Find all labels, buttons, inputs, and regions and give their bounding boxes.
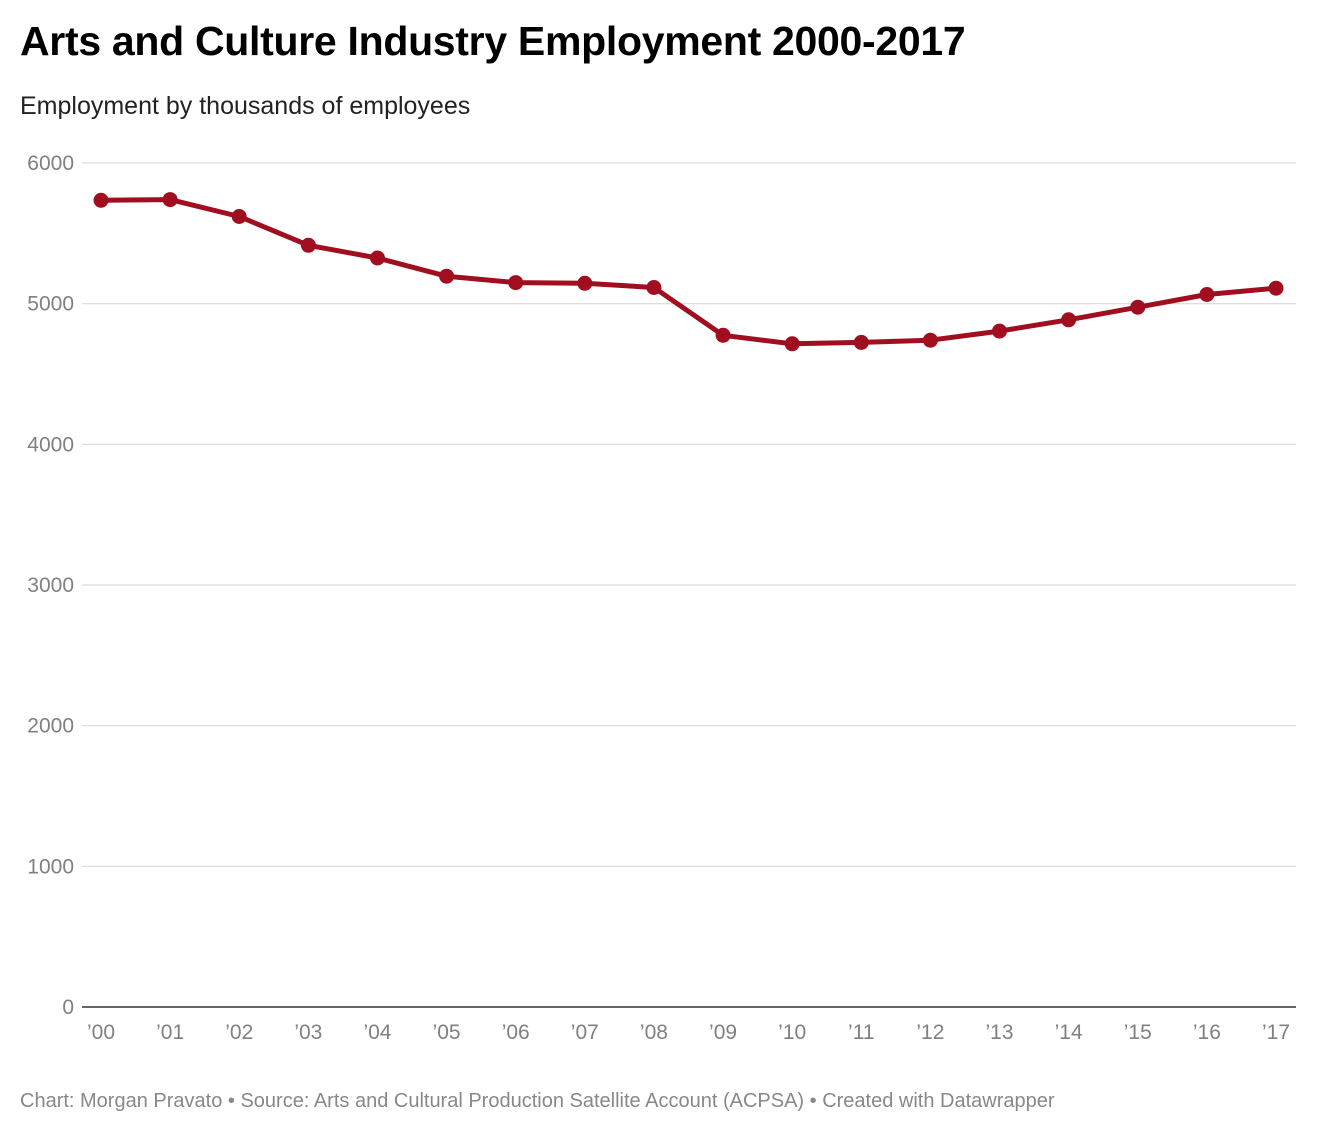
data-point <box>231 209 247 224</box>
x-tick-label: ’13 <box>986 1021 1014 1044</box>
chart-credit: Chart: Morgan Pravato <box>20 1090 223 1112</box>
x-tick-label: ’03 <box>294 1021 322 1044</box>
y-tick-label: 6000 <box>27 152 74 175</box>
y-tick-label: 5000 <box>27 293 74 316</box>
y-tick-label: 0 <box>62 996 74 1019</box>
x-tick-label: ’17 <box>1262 1021 1290 1044</box>
x-tick-label: ’12 <box>916 1021 944 1044</box>
data-point <box>93 192 109 208</box>
chart-footer: Chart: Morgan Pravato • Source: Arts and… <box>20 1090 1055 1113</box>
data-point <box>1268 280 1284 296</box>
x-tick-label: ’07 <box>571 1021 599 1044</box>
y-tick-label: 3000 <box>27 574 74 597</box>
y-axis-ticks: 0 1000 2000 3000 4000 5000 6000 <box>27 152 74 1019</box>
data-point <box>922 332 938 348</box>
series-employment <box>93 192 1284 352</box>
y-tick-label: 2000 <box>27 715 74 738</box>
source-note: Source: Arts and Cultural Production Sat… <box>240 1090 805 1112</box>
gridlines <box>82 162 1296 1008</box>
x-tick-label: ’10 <box>778 1021 806 1044</box>
data-point <box>577 275 593 291</box>
chart-title: Arts and Culture Industry Employment 200… <box>20 18 966 64</box>
x-tick-label: ’08 <box>640 1021 668 1044</box>
data-point <box>162 192 178 208</box>
data-point <box>853 334 869 350</box>
x-tick-label: ’15 <box>1124 1021 1152 1044</box>
data-point <box>1199 287 1215 302</box>
x-tick-label: ’02 <box>225 1021 253 1044</box>
data-point <box>439 268 455 284</box>
data-point <box>646 280 662 295</box>
data-point <box>508 275 524 291</box>
x-tick-label: ’11 <box>848 1021 874 1044</box>
data-point <box>300 237 316 253</box>
data-point <box>370 250 385 266</box>
x-tick-label: ’04 <box>363 1021 391 1044</box>
x-tick-label: ’16 <box>1193 1021 1221 1044</box>
x-tick-label: ’14 <box>1055 1021 1083 1044</box>
data-point <box>1130 299 1146 315</box>
data-point <box>992 323 1007 339</box>
tool-credit: Created with Datawrapper <box>822 1090 1055 1112</box>
data-point <box>1061 312 1077 328</box>
data-point <box>715 327 731 343</box>
x-tick-label: ’06 <box>502 1021 530 1044</box>
y-tick-label: 4000 <box>27 433 74 456</box>
x-tick-label: ’09 <box>709 1021 737 1044</box>
x-axis-ticks: ’00 ’01 ’02 ’03 ’04 ’05 ’06 ’07 ’08 ’09 ’10 ’11 ’12 ’… <box>87 1021 1290 1044</box>
x-tick-label: ’00 <box>87 1021 115 1044</box>
chart-subtitle: Employment by thousands of employees <box>20 92 471 120</box>
y-tick-label: 1000 <box>27 855 74 878</box>
series-line <box>98 197 1279 347</box>
data-point <box>784 336 800 352</box>
x-tick-label: ’01 <box>156 1021 184 1044</box>
x-tick-label: ’05 <box>433 1021 461 1044</box>
footer-separator: • <box>804 1090 823 1112</box>
footer-separator: • <box>222 1090 241 1112</box>
